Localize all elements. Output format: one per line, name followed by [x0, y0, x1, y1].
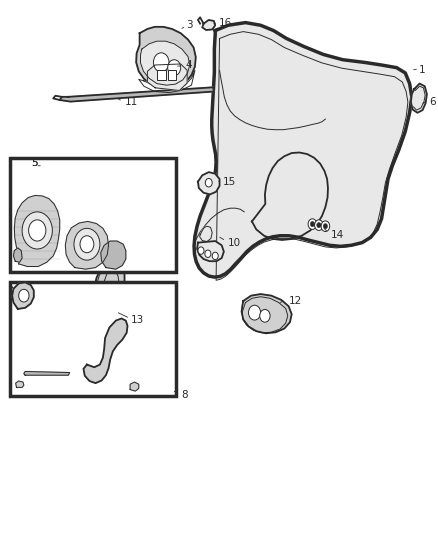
Polygon shape — [148, 64, 187, 91]
Polygon shape — [16, 381, 24, 387]
Text: 3: 3 — [186, 20, 193, 30]
Text: 8: 8 — [181, 390, 188, 400]
Circle shape — [205, 250, 211, 257]
Polygon shape — [200, 226, 212, 241]
Circle shape — [314, 220, 323, 230]
Polygon shape — [24, 372, 70, 375]
Circle shape — [317, 222, 321, 228]
Circle shape — [310, 221, 314, 227]
Polygon shape — [411, 84, 427, 113]
Bar — [10, 158, 177, 272]
Circle shape — [80, 236, 94, 253]
Circle shape — [22, 212, 53, 249]
Bar — [168, 70, 177, 80]
Circle shape — [74, 228, 100, 260]
Polygon shape — [14, 248, 22, 262]
Text: 16: 16 — [219, 18, 233, 28]
Text: 5: 5 — [32, 158, 38, 168]
Polygon shape — [94, 261, 124, 328]
Polygon shape — [194, 22, 412, 277]
Text: 12: 12 — [289, 296, 302, 306]
Text: 10: 10 — [227, 238, 240, 248]
Text: 5: 5 — [32, 158, 38, 168]
Text: 15: 15 — [223, 176, 236, 187]
Polygon shape — [12, 282, 34, 309]
Polygon shape — [202, 20, 215, 30]
Text: 4: 4 — [185, 60, 191, 70]
Circle shape — [153, 53, 169, 72]
Circle shape — [19, 289, 29, 302]
Polygon shape — [197, 241, 224, 261]
Circle shape — [321, 221, 330, 231]
Polygon shape — [136, 27, 196, 88]
Circle shape — [168, 60, 180, 76]
Polygon shape — [101, 241, 126, 269]
Polygon shape — [141, 41, 190, 85]
Polygon shape — [130, 382, 139, 391]
Polygon shape — [84, 318, 127, 383]
Circle shape — [248, 305, 261, 320]
Text: 11: 11 — [124, 97, 138, 107]
Circle shape — [205, 179, 212, 187]
Bar — [157, 70, 166, 80]
Circle shape — [260, 310, 270, 322]
Text: 1: 1 — [419, 66, 426, 75]
Polygon shape — [14, 196, 60, 266]
Bar — [10, 282, 177, 397]
Polygon shape — [65, 221, 109, 269]
Circle shape — [28, 220, 46, 241]
Circle shape — [212, 252, 218, 260]
Text: 6: 6 — [429, 97, 436, 107]
Circle shape — [323, 223, 328, 229]
Circle shape — [198, 247, 204, 254]
Text: 14: 14 — [331, 230, 344, 240]
Polygon shape — [60, 87, 214, 102]
Text: 13: 13 — [131, 314, 144, 325]
Polygon shape — [198, 172, 219, 195]
Polygon shape — [242, 294, 292, 333]
Circle shape — [308, 219, 317, 229]
